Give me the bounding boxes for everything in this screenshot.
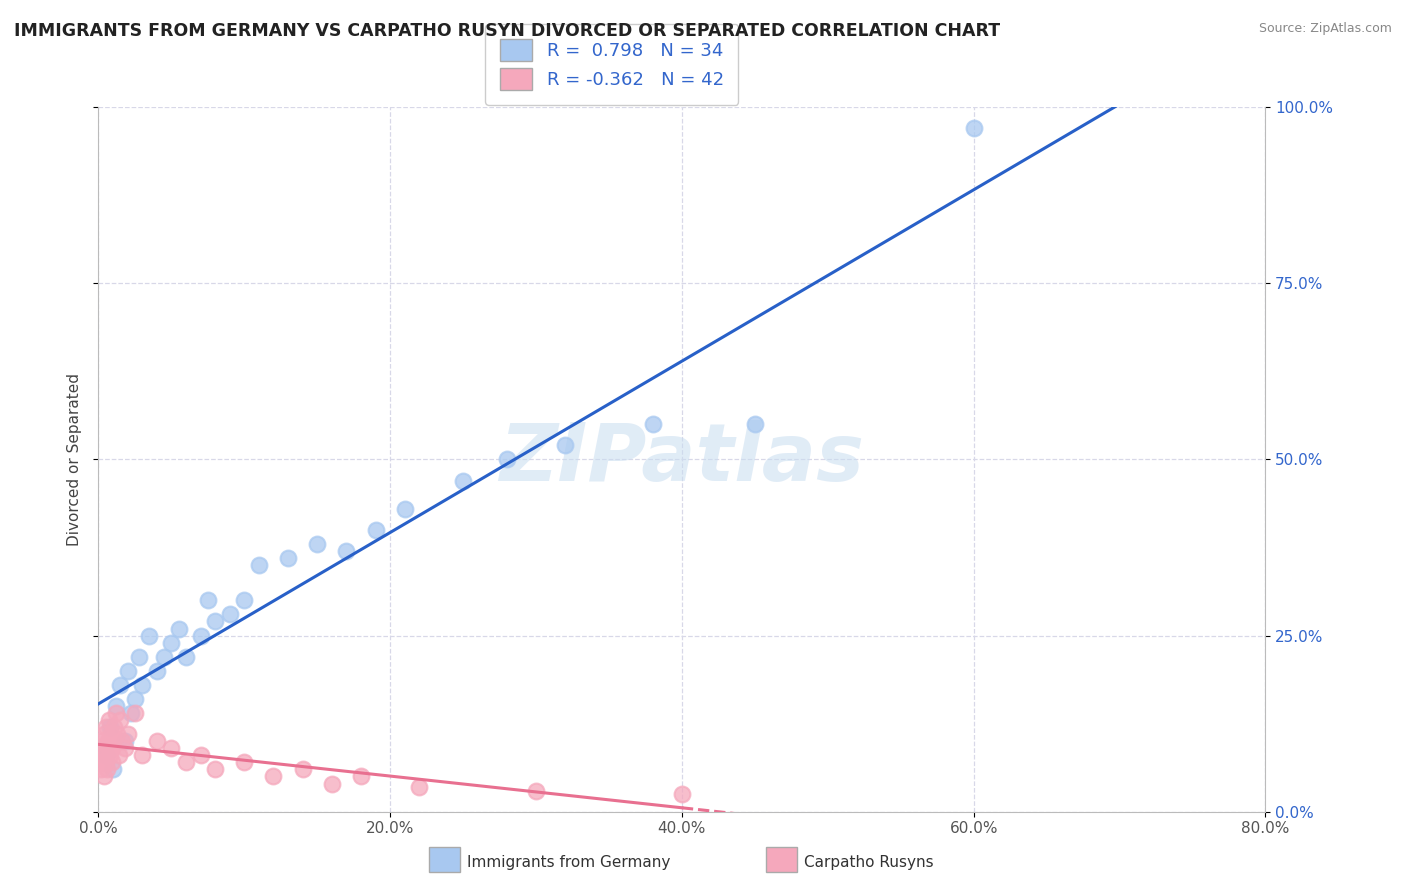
- Point: [408, 780, 430, 794]
- Point: [117, 727, 139, 741]
- Point: [124, 706, 146, 720]
- Point: [321, 776, 343, 790]
- Point: [204, 615, 226, 629]
- Point: [160, 635, 183, 649]
- Point: [96, 763, 118, 777]
- Point: [167, 622, 190, 636]
- Text: Source: ZipAtlas.com: Source: ZipAtlas.com: [1258, 22, 1392, 36]
- Point: [93, 769, 115, 784]
- Point: [90, 763, 112, 777]
- Point: [641, 417, 664, 431]
- Point: [101, 734, 124, 748]
- Point: [496, 452, 519, 467]
- Point: [364, 523, 387, 537]
- Point: [190, 628, 212, 642]
- Point: [98, 713, 121, 727]
- Point: [263, 769, 285, 784]
- Point: [98, 720, 121, 734]
- Point: [524, 783, 547, 797]
- Point: [100, 727, 122, 741]
- Point: [94, 720, 117, 734]
- Point: [101, 763, 124, 777]
- Point: [131, 678, 153, 692]
- Point: [197, 593, 219, 607]
- Point: [97, 734, 120, 748]
- Point: [97, 741, 120, 756]
- Point: [131, 748, 153, 763]
- Point: [104, 706, 127, 720]
- Point: [291, 763, 314, 777]
- Point: [174, 756, 197, 770]
- Point: [160, 741, 183, 756]
- Point: [105, 727, 128, 741]
- Point: [146, 734, 169, 748]
- Point: [335, 544, 357, 558]
- Point: [174, 649, 197, 664]
- Point: [98, 748, 121, 763]
- Point: [554, 438, 576, 452]
- Point: [120, 706, 142, 720]
- Point: [91, 741, 114, 756]
- Point: [93, 727, 115, 741]
- Point: [138, 628, 160, 642]
- Point: [153, 649, 176, 664]
- Point: [451, 474, 474, 488]
- Point: [114, 734, 136, 748]
- Point: [101, 741, 124, 756]
- Point: [111, 734, 134, 748]
- Point: [277, 551, 299, 566]
- Point: [117, 664, 139, 678]
- Point: [110, 713, 132, 727]
- Legend: R =  0.798   N = 34, R = -0.362   N = 42: R = 0.798 N = 34, R = -0.362 N = 42: [485, 24, 738, 104]
- Point: [962, 121, 984, 136]
- Point: [103, 720, 125, 734]
- Point: [671, 787, 693, 801]
- Point: [110, 678, 132, 692]
- Point: [218, 607, 240, 622]
- Point: [100, 756, 122, 770]
- Point: [204, 763, 226, 777]
- Text: Immigrants from Germany: Immigrants from Germany: [467, 855, 671, 870]
- Point: [124, 692, 146, 706]
- Point: [146, 664, 169, 678]
- Point: [128, 649, 150, 664]
- Text: Carpatho Rusyns: Carpatho Rusyns: [804, 855, 934, 870]
- Point: [233, 756, 256, 770]
- Point: [94, 748, 117, 763]
- Text: ZIPatlas: ZIPatlas: [499, 420, 865, 499]
- Point: [114, 741, 136, 756]
- Point: [104, 699, 127, 714]
- Point: [190, 748, 212, 763]
- Point: [744, 417, 766, 431]
- Point: [307, 537, 329, 551]
- Point: [96, 756, 118, 770]
- Point: [350, 769, 373, 784]
- Point: [89, 748, 111, 763]
- Point: [94, 748, 117, 763]
- Point: [394, 501, 416, 516]
- Point: [233, 593, 256, 607]
- Text: IMMIGRANTS FROM GERMANY VS CARPATHO RUSYN DIVORCED OR SEPARATED CORRELATION CHAR: IMMIGRANTS FROM GERMANY VS CARPATHO RUSY…: [14, 22, 1000, 40]
- Point: [90, 734, 112, 748]
- Point: [108, 748, 131, 763]
- Point: [91, 756, 114, 770]
- Point: [247, 558, 270, 573]
- Y-axis label: Divorced or Separated: Divorced or Separated: [67, 373, 83, 546]
